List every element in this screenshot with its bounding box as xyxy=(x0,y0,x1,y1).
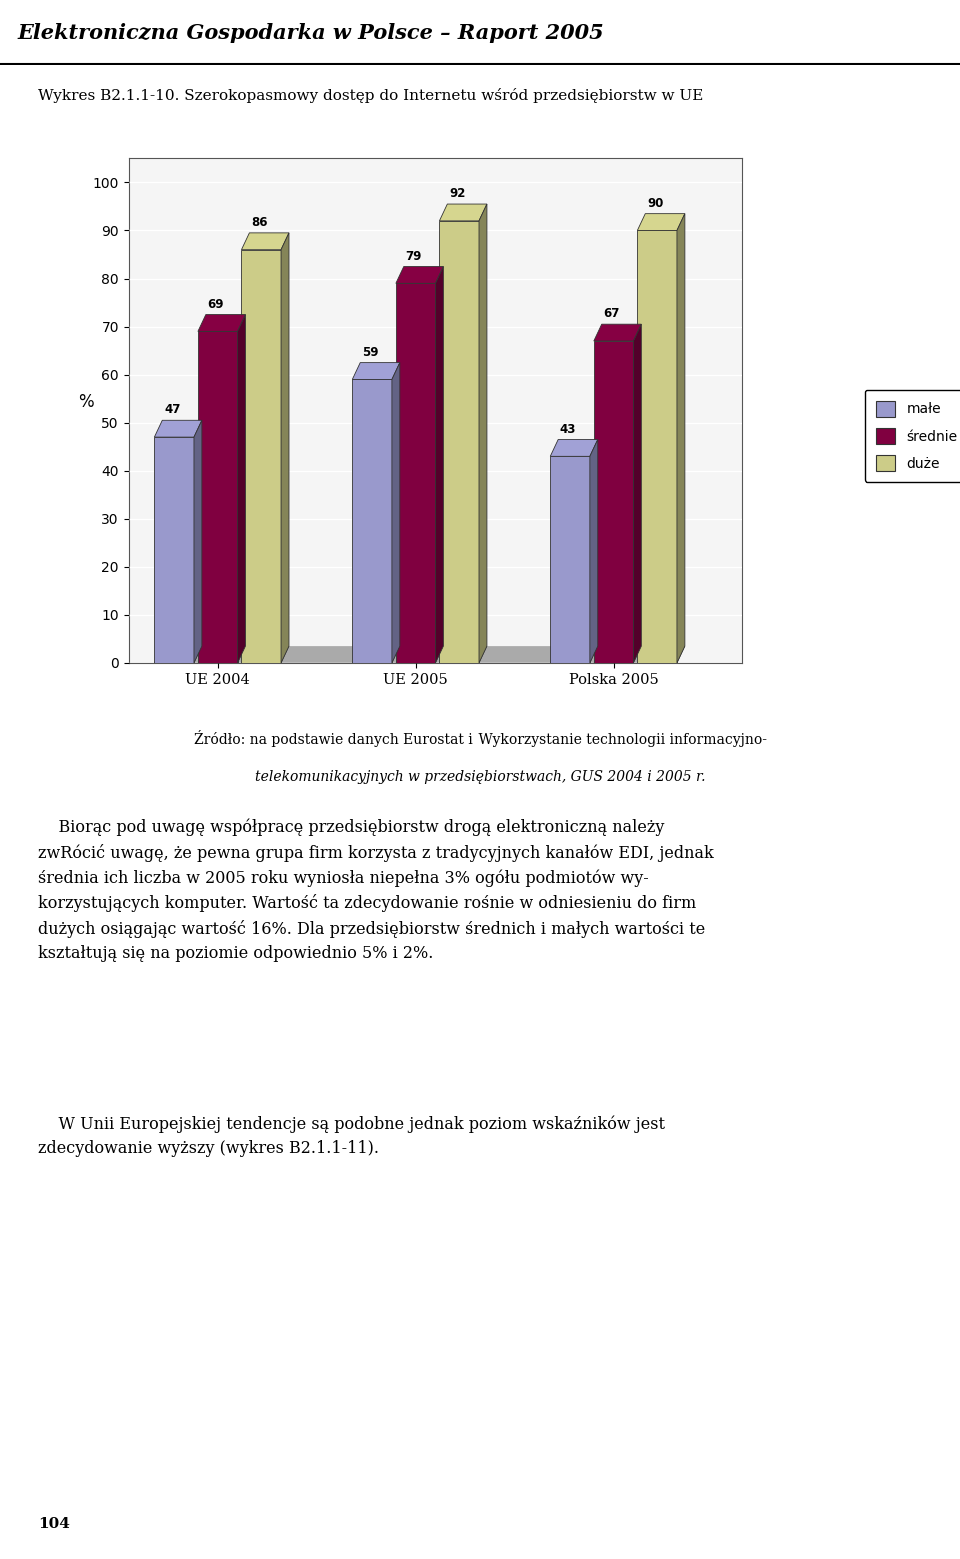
Text: 104: 104 xyxy=(38,1517,70,1531)
Polygon shape xyxy=(594,341,634,663)
Polygon shape xyxy=(479,204,487,663)
Legend: małe, średnie, duże: małe, średnie, duże xyxy=(865,390,960,482)
Polygon shape xyxy=(637,214,684,231)
Polygon shape xyxy=(155,645,202,663)
Text: 59: 59 xyxy=(362,346,378,359)
Polygon shape xyxy=(392,363,399,663)
Polygon shape xyxy=(155,437,194,663)
Polygon shape xyxy=(198,332,237,663)
Polygon shape xyxy=(396,645,444,663)
Polygon shape xyxy=(436,267,444,663)
Polygon shape xyxy=(594,645,641,663)
Polygon shape xyxy=(242,249,281,663)
Polygon shape xyxy=(242,232,289,249)
Text: 92: 92 xyxy=(449,187,466,200)
Text: Wykres B2.1.1-10. Szerokopasmowy dostęp do Internetu wśród przedsiębiorstw w UE: Wykres B2.1.1-10. Szerokopasmowy dostęp … xyxy=(38,87,704,103)
Polygon shape xyxy=(155,645,684,663)
Text: Elektroniczna Gospodarka w Polsce – Raport 2005: Elektroniczna Gospodarka w Polsce – Rapo… xyxy=(17,23,604,42)
Text: telekomunikacyjnych w przedsiębiorstwach, GUS 2004 i 2005 r.: telekomunikacyjnych w przedsiębiorstwach… xyxy=(254,770,706,784)
Polygon shape xyxy=(637,231,677,663)
Y-axis label: %: % xyxy=(78,393,93,410)
Polygon shape xyxy=(550,645,598,663)
Text: W Unii Europejskiej tendencje są podobne jednak poziom wskaźników jest
zdecydowa: W Unii Europejskiej tendencje są podobne… xyxy=(38,1116,665,1157)
Text: 67: 67 xyxy=(604,307,620,320)
Polygon shape xyxy=(634,324,641,663)
Polygon shape xyxy=(352,379,392,663)
Text: 47: 47 xyxy=(164,404,180,416)
Polygon shape xyxy=(352,645,399,663)
Polygon shape xyxy=(550,457,589,663)
Text: 79: 79 xyxy=(405,249,421,262)
Polygon shape xyxy=(637,645,684,663)
Polygon shape xyxy=(155,421,202,437)
Polygon shape xyxy=(242,645,289,663)
Polygon shape xyxy=(440,204,487,221)
Polygon shape xyxy=(589,440,598,663)
Polygon shape xyxy=(396,267,444,284)
Text: 86: 86 xyxy=(251,217,268,229)
Polygon shape xyxy=(594,324,641,341)
Polygon shape xyxy=(198,315,246,332)
Polygon shape xyxy=(281,232,289,663)
Text: Biorąc pod uwagę współpracę przedsiębiorstw drogą elektroniczną należy
zwRócić u: Biorąc pod uwagę współpracę przedsiębior… xyxy=(38,818,714,962)
Text: Źródło: na podstawie danych Eurostat i  Wykorzystanie technologii informacyjno-: Źródło: na podstawie danych Eurostat i W… xyxy=(194,730,766,747)
Text: 69: 69 xyxy=(207,298,224,310)
Polygon shape xyxy=(198,645,246,663)
Text: 43: 43 xyxy=(560,422,576,435)
Polygon shape xyxy=(440,221,479,663)
Polygon shape xyxy=(396,284,436,663)
Polygon shape xyxy=(440,645,487,663)
Polygon shape xyxy=(677,214,684,663)
Text: 90: 90 xyxy=(647,196,663,210)
Polygon shape xyxy=(550,440,598,457)
Polygon shape xyxy=(352,363,399,379)
Polygon shape xyxy=(237,315,246,663)
Polygon shape xyxy=(194,421,202,663)
